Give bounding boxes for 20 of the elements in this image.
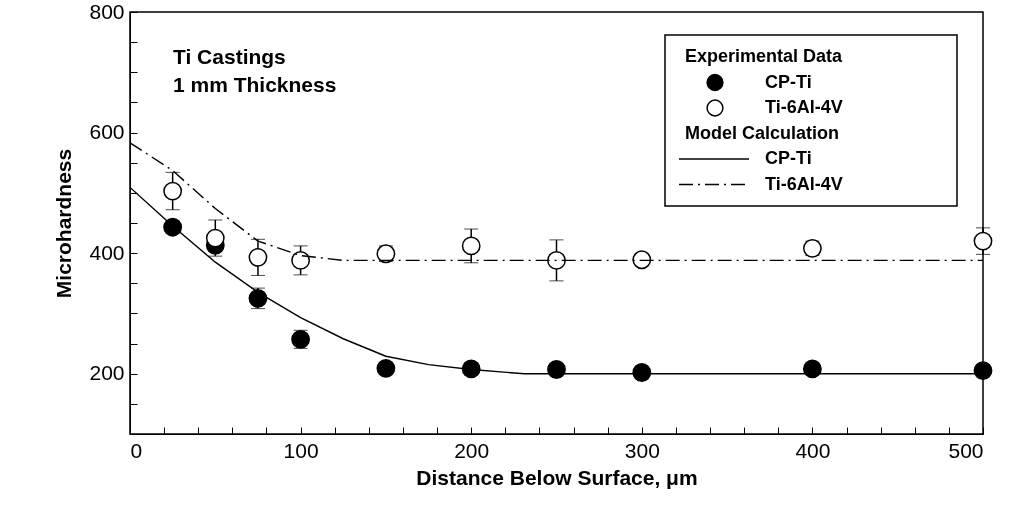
y-tick-label: 800 <box>89 0 125 23</box>
x-tick-label: 0 <box>130 438 143 462</box>
legend-label: CP-Ti <box>765 71 812 92</box>
x-tick-label: 300 <box>624 438 660 462</box>
annotation: Model Calculation <box>685 122 840 143</box>
y-tick-label: 200 <box>89 361 125 385</box>
annotation: 1 mm Thickness <box>173 73 337 96</box>
x-axis-title: Distance Below Surface, μm <box>416 465 698 489</box>
y-tick-label: 400 <box>89 240 125 264</box>
legend-label: CP-Ti <box>765 148 812 168</box>
annotation: Experimental Data <box>685 46 844 66</box>
x-tick-label: 400 <box>795 438 831 462</box>
legend-label: Ti-6Al-4V <box>765 97 843 117</box>
legend-label: Ti-6Al-4V <box>765 173 843 194</box>
x-tick-label: 100 <box>283 438 319 462</box>
y-axis-title: Microhardness <box>52 148 76 299</box>
x-tick-label: 200 <box>454 438 490 462</box>
annotation: Ti Castings <box>173 45 286 68</box>
x-tick-label: 500 <box>948 438 984 462</box>
y-tick-label: 600 <box>89 120 125 144</box>
